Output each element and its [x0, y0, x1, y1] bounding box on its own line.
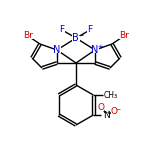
Bar [23, 33, 33, 39]
Text: +: + [97, 44, 103, 50]
Text: O: O [98, 104, 105, 112]
Text: N: N [103, 111, 110, 119]
Bar [104, 92, 116, 98]
Text: Br: Br [119, 31, 129, 40]
Text: N: N [91, 45, 99, 55]
Bar [54, 47, 60, 53]
Bar [103, 112, 109, 117]
Text: Br: Br [23, 31, 33, 40]
Text: B: B [72, 33, 78, 43]
Bar [119, 33, 129, 39]
Bar [72, 35, 80, 41]
Text: F: F [87, 26, 93, 35]
Text: CH₃: CH₃ [103, 90, 117, 100]
Bar [87, 28, 93, 33]
Bar [92, 47, 98, 53]
Text: −: − [77, 31, 83, 40]
Text: O: O [111, 107, 118, 116]
Text: N: N [53, 45, 61, 55]
Text: F: F [59, 26, 65, 35]
Bar [111, 109, 117, 114]
Bar [59, 28, 65, 33]
Text: −: − [116, 107, 121, 112]
Bar [98, 105, 104, 111]
Text: +: + [106, 109, 111, 114]
